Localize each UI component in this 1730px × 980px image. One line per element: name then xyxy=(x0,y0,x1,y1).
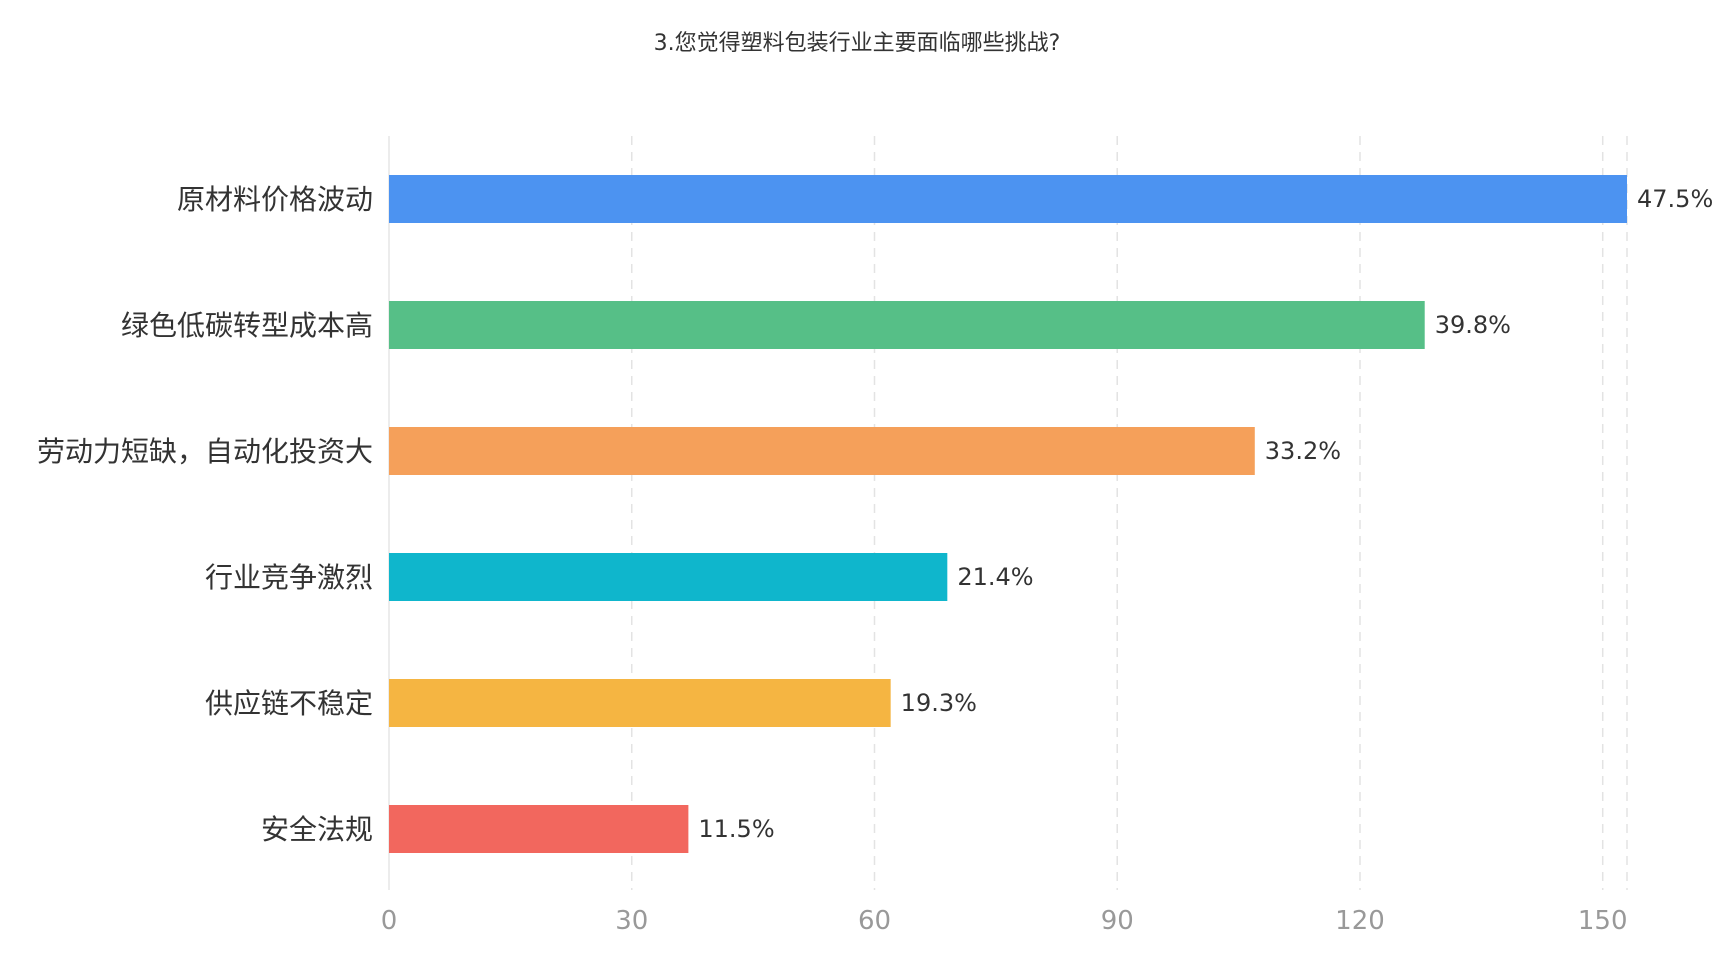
bar xyxy=(389,553,948,601)
bar xyxy=(389,805,689,853)
category-label: 绿色低碳转型成本高 xyxy=(121,309,373,342)
x-tick-label: 120 xyxy=(1335,906,1385,936)
bar-data-label: 39.8% xyxy=(1435,311,1511,339)
bar-data-label: 21.4% xyxy=(957,563,1033,591)
bar xyxy=(389,679,891,727)
chart-title: 3.您觉得塑料包装行业主要面临哪些挑战? xyxy=(654,31,1061,56)
bar xyxy=(389,175,1627,223)
category-labels: 原材料价格波动绿色低碳转型成本高劳动力短缺，自动化投资大行业竞争激烈供应链不稳定… xyxy=(37,183,373,846)
bars: 47.5% 39.8% 33.2% 21.4% 19.3% 11.5% xyxy=(389,175,1713,853)
category-label: 原材料价格波动 xyxy=(177,183,373,216)
category-label: 供应链不稳定 xyxy=(205,687,373,720)
x-tick-label: 150 xyxy=(1578,906,1628,936)
x-tick-label: 0 xyxy=(381,906,398,936)
bar xyxy=(389,301,1425,349)
x-axis-ticks: 0 30 60 90 120 150 xyxy=(381,906,1628,936)
category-label: 行业竞争激烈 xyxy=(205,561,373,594)
bar-data-label: 19.3% xyxy=(901,689,977,717)
bar xyxy=(389,427,1255,475)
bar-data-label: 11.5% xyxy=(698,815,774,843)
x-tick-label: 30 xyxy=(615,906,648,936)
grid-lines xyxy=(388,136,1628,890)
bar-data-label: 33.2% xyxy=(1265,437,1341,465)
x-tick-label: 60 xyxy=(858,906,891,936)
category-label: 安全法规 xyxy=(261,813,373,846)
category-label: 劳动力短缺，自动化投资大 xyxy=(37,435,373,468)
x-tick-label: 90 xyxy=(1101,906,1134,936)
bar-data-label: 47.5% xyxy=(1637,185,1713,213)
